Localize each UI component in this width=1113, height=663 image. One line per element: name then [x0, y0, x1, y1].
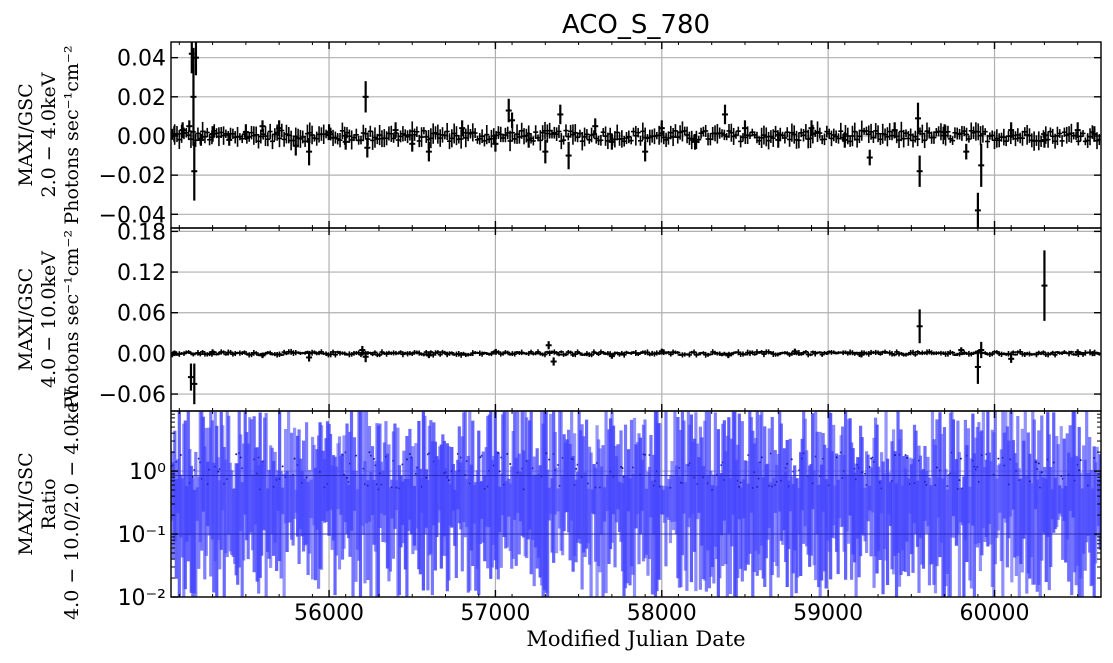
- chart-title: ACO_S_780: [562, 10, 710, 40]
- ratio-point: [1037, 462, 1040, 465]
- ratio-point: [239, 456, 242, 459]
- ratio-point: [894, 454, 897, 457]
- panel-ratio-band: 10⁰ 10⁻¹ 10⁻² MAXI/GSC Ratio 4.0 − 10.0/2.0 −…: [15, 388, 1102, 620]
- y-tick-label: −0.02: [99, 164, 166, 189]
- ratio-point: [1093, 457, 1096, 460]
- y-tick-label: 0.04: [117, 47, 166, 72]
- ratio-point: [305, 476, 308, 479]
- ratio-point: [191, 475, 194, 478]
- ratio-point: [935, 466, 938, 469]
- y-axis-label-line: 4.0 − 10.0/2.0 − 4.0keV: [61, 388, 83, 620]
- ratio-point: [575, 467, 578, 470]
- y-axis-label-line: Photons sec⁻¹cm⁻²: [61, 45, 83, 224]
- ratio-point: [958, 479, 961, 482]
- y-tick-label: −0.06: [99, 383, 166, 408]
- ratio-point: [1034, 461, 1037, 464]
- ratio-point: [790, 458, 793, 461]
- ratio-point: [643, 453, 646, 456]
- y-tick-label: 0.12: [117, 261, 166, 286]
- ratio-point: [1078, 469, 1081, 472]
- ratio-point: [997, 457, 1000, 460]
- y-tick-label: 10⁻²: [118, 586, 166, 611]
- x-axis-label: Modified Julian Date: [526, 627, 745, 651]
- y-axis-label-line: MAXI/GSC: [15, 268, 37, 371]
- y-tick-label: 10⁰: [129, 460, 166, 485]
- ratio-point: [372, 457, 375, 460]
- ratio-point: [620, 465, 623, 468]
- y-tick-label: 0.02: [117, 86, 166, 111]
- y-axis-label-line: 4.0 − 10.0keV: [38, 251, 60, 388]
- ratio-point: [447, 479, 450, 482]
- ratio-point: [405, 458, 408, 461]
- ratio-point: [509, 463, 512, 466]
- ratio-point: [959, 457, 962, 460]
- ratio-point: [368, 451, 371, 454]
- ratio-point: [355, 454, 358, 457]
- y-tick-label: 0.18: [117, 220, 166, 245]
- ratio-point: [1028, 480, 1031, 483]
- y-axis-label-line: Ratio: [38, 478, 60, 529]
- x-tick-label: 56000: [294, 601, 364, 626]
- y-axis-label-line: Photons sec⁻¹cm⁻²: [61, 230, 83, 409]
- panel-soft-band: 0.04 0.02 0.00 −0.02 −0.04 MAXI/GSC 2.0 − 4.0k…: [15, 41, 1102, 229]
- ratio-point: [498, 470, 501, 473]
- ratio-point: [479, 456, 482, 459]
- ratio-point: [1079, 459, 1082, 462]
- plot-area-soft: [171, 42, 1101, 228]
- y-tick-label: 10⁻¹: [118, 523, 166, 548]
- y-tick-label: −0.04: [99, 203, 166, 228]
- y-axis-label-line: MAXI/GSC: [15, 452, 37, 555]
- y-tick-label: 0.00: [117, 125, 166, 150]
- x-tick-label: 59000: [793, 601, 863, 626]
- ratio-point: [506, 452, 509, 455]
- ratio-point: [1052, 461, 1055, 464]
- ratio-point: [235, 453, 238, 456]
- ratio-point: [217, 470, 220, 473]
- ratio-point: [293, 457, 296, 460]
- panel-hard-band: 0.18 0.12 0.06 0.00 −0.06 MAXI/GSC 4.0 − 10.0k…: [15, 220, 1102, 412]
- x-tick-labels: 56000 57000 58000 59000 60000: [294, 601, 1029, 626]
- ratio-point: [621, 467, 624, 470]
- ratio-point: [346, 476, 349, 479]
- ratio-point: [497, 452, 500, 455]
- ratio-point: [738, 485, 741, 488]
- x-tick-label: 58000: [627, 601, 697, 626]
- y-tick-label: 0.06: [117, 302, 166, 327]
- y-axis-label-line: 2.0 − 4.0keV: [38, 72, 60, 197]
- ratio-point: [179, 454, 182, 457]
- ratio-point: [861, 471, 864, 474]
- ratio-point: [281, 465, 284, 468]
- ratio-point: [906, 456, 909, 459]
- ratio-point: [425, 476, 428, 479]
- ratio-point: [408, 452, 411, 455]
- y-axis-label-line: MAXI/GSC: [15, 83, 37, 186]
- x-tick-label: 60000: [960, 601, 1030, 626]
- ratio-point: [786, 462, 789, 465]
- y-tick-label: 0.00: [117, 342, 166, 367]
- ratio-point: [545, 452, 548, 455]
- ratio-point: [760, 456, 763, 459]
- ratio-point: [1040, 471, 1043, 474]
- plot-area-ratio: [171, 411, 1101, 597]
- x-tick-label: 57000: [460, 601, 530, 626]
- ratio-point: [835, 456, 838, 459]
